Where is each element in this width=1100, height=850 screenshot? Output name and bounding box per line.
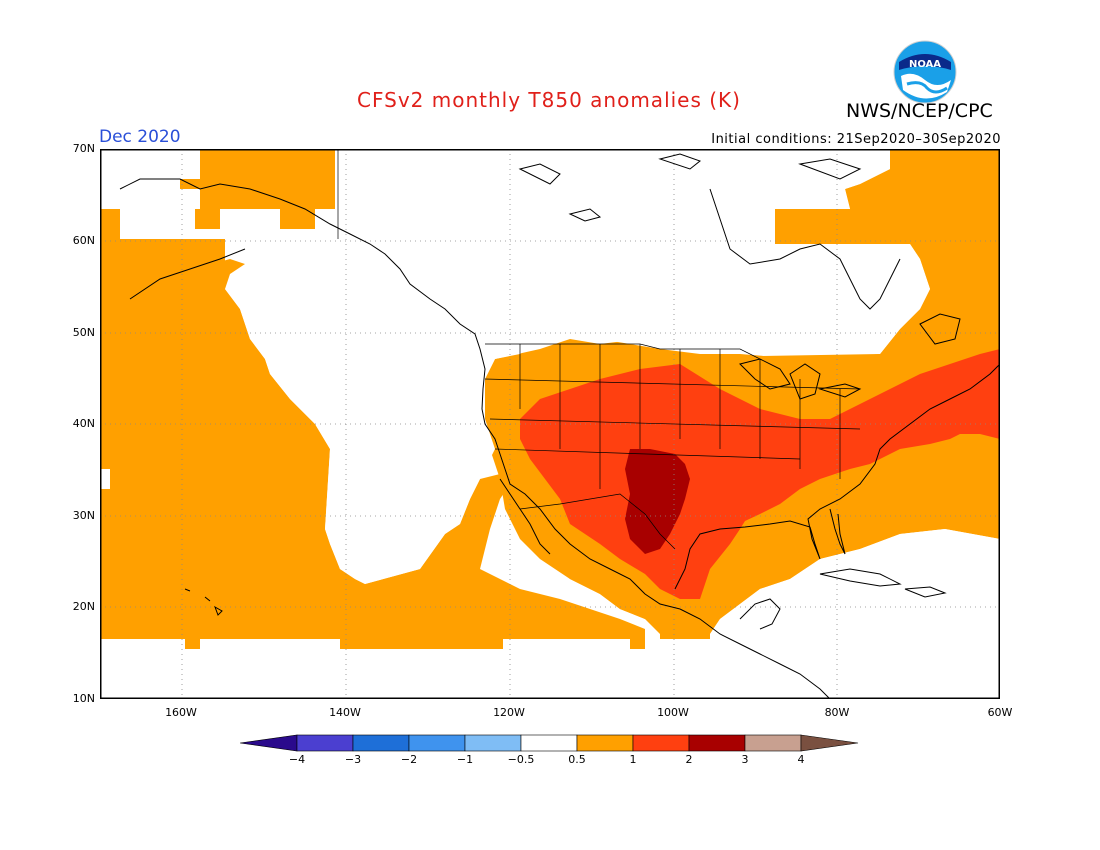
lat-label-60n: 60N: [72, 234, 95, 247]
colorbar-swatch: [632, 734, 690, 752]
lon-label-100w: 100W: [657, 706, 689, 719]
chart-title: CFSv2 monthly T850 anomalies (K): [357, 88, 741, 112]
coastlines: [119, 153, 1000, 699]
lat-label-40n: 40N: [72, 417, 95, 430]
lat-label-20n: 20N: [72, 600, 95, 613]
lat-label-30n: 30N: [72, 509, 95, 522]
colorbar-tick-label: −2: [400, 753, 418, 766]
lat-label-70n: 70N: [72, 142, 95, 155]
colorbar-swatch: [520, 734, 578, 752]
lat-label-10n: 10N: [72, 692, 95, 705]
colorbar-tick-label: 4: [797, 753, 805, 766]
colorbar-swatch: [744, 734, 802, 752]
anomaly-region-2-3: [625, 449, 690, 554]
colorbar-tick-label: −3: [344, 753, 362, 766]
colorbar-arrow-high: [800, 734, 859, 752]
initial-conditions-label: Initial conditions: 21Sep2020–30Sep2020: [711, 132, 1001, 147]
colorbar-tick-label: 1: [629, 753, 637, 766]
lon-label-60w: 60W: [987, 706, 1013, 719]
colorbar-swatch: [688, 734, 746, 752]
colorbar-tick-label: −4: [288, 753, 306, 766]
lon-label-160w: 160W: [165, 706, 197, 719]
colorbar-tick-label: 0.5: [568, 753, 586, 766]
anomaly-map: [100, 149, 1000, 699]
lon-label-120w: 120W: [493, 706, 525, 719]
colorbar-tick-label: −0.5: [507, 753, 535, 766]
colorbar-tick-label: 2: [685, 753, 693, 766]
valid-month-label: Dec 2020: [99, 127, 181, 147]
colorbar-arrow-low: [240, 734, 298, 752]
colorbar-swatch: [296, 734, 354, 752]
colorbar-tick-label: −1: [456, 753, 474, 766]
lon-label-80w: 80W: [824, 706, 850, 719]
colorbar-swatch: [576, 734, 634, 752]
colorbar-swatch: [408, 734, 466, 752]
agency-label: NWS/NCEP/CPC: [846, 100, 993, 122]
logo-text: NOAA: [909, 59, 941, 70]
boundaries: [337, 149, 861, 550]
colorbar-tick-label: 3: [741, 753, 749, 766]
lat-label-50n: 50N: [72, 326, 95, 339]
anomaly-region-neutral: [100, 149, 1000, 699]
noaa-logo: NOAA: [893, 40, 957, 104]
colorbar-swatch: [352, 734, 410, 752]
colorbar-swatch: [464, 734, 522, 752]
colorbar: [240, 734, 859, 752]
lon-label-140w: 140W: [329, 706, 361, 719]
